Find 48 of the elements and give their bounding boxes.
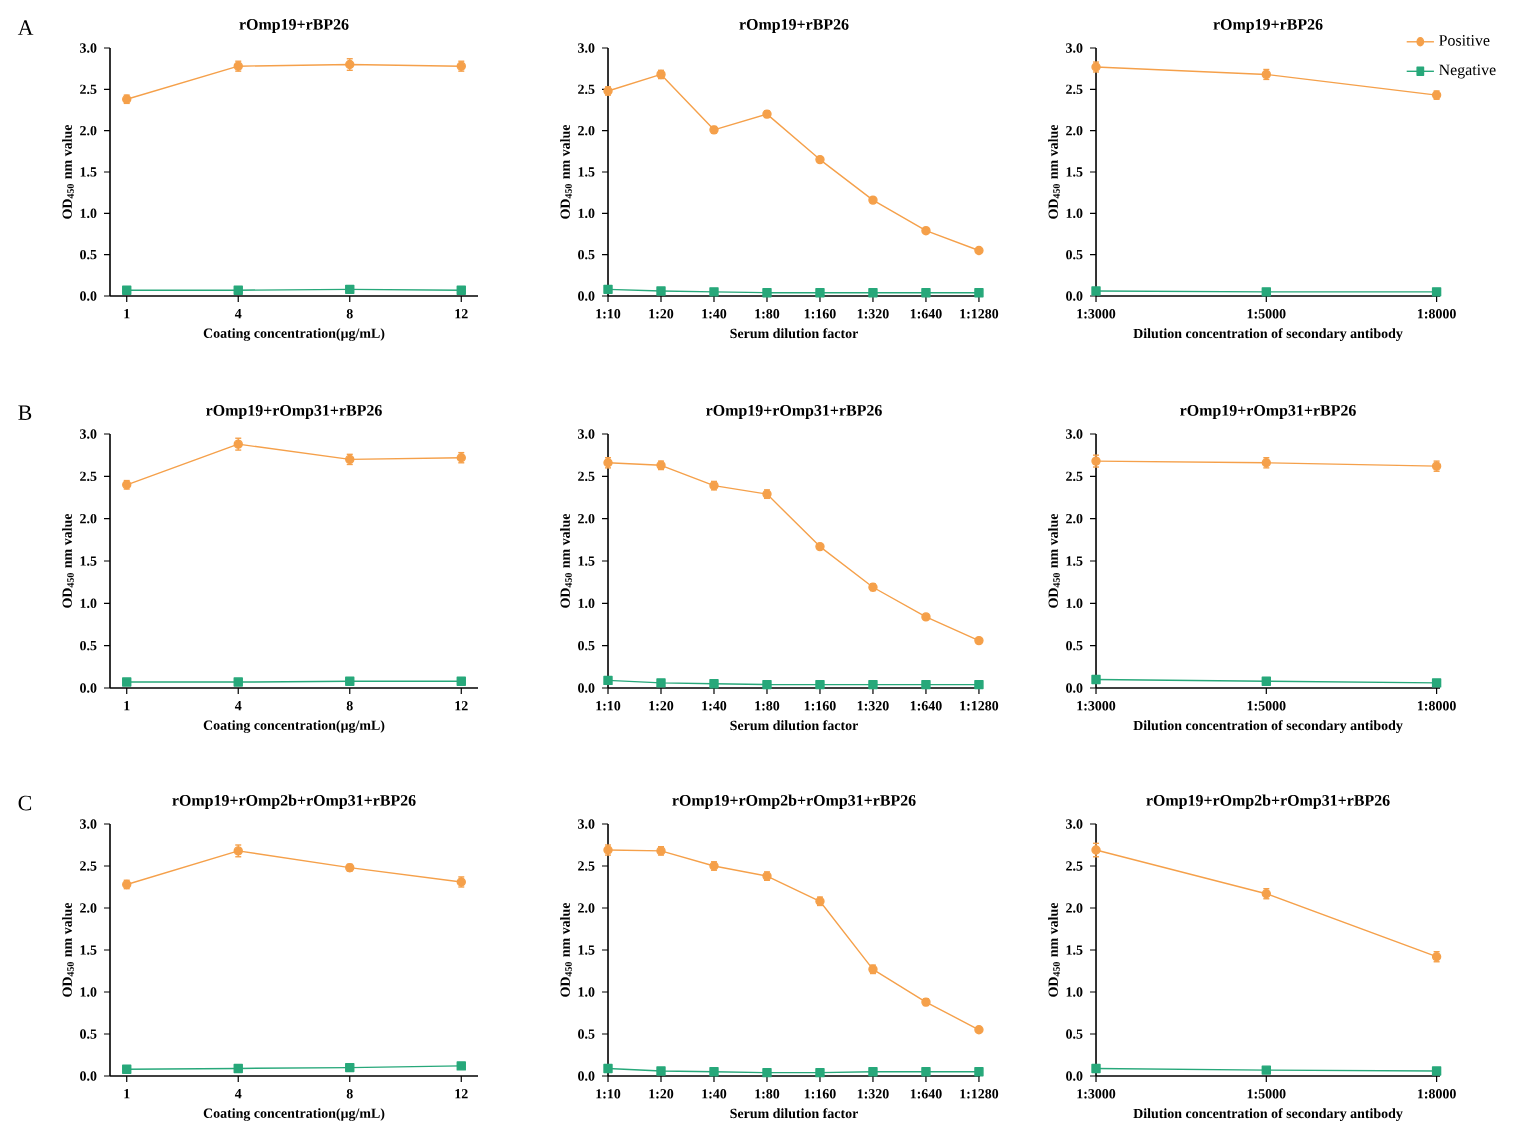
point <box>921 679 931 690</box>
point <box>456 285 466 295</box>
point <box>345 1062 355 1073</box>
point <box>233 677 243 687</box>
point <box>974 1067 984 1077</box>
point <box>1091 674 1101 685</box>
point <box>868 679 878 690</box>
point <box>603 284 613 295</box>
point <box>656 286 666 296</box>
point <box>122 677 132 687</box>
point <box>868 287 878 298</box>
point <box>1261 676 1272 686</box>
point <box>456 676 466 686</box>
point <box>868 1067 878 1077</box>
point <box>122 285 132 295</box>
point <box>1261 1065 1272 1075</box>
point <box>815 1067 825 1078</box>
point <box>1431 1066 1442 1076</box>
point <box>233 285 243 295</box>
point <box>233 1063 243 1074</box>
point <box>762 287 772 298</box>
point <box>1261 287 1272 297</box>
point <box>762 679 772 690</box>
point <box>603 675 613 686</box>
text: B <box>18 405 32 420</box>
point <box>122 1064 132 1074</box>
point <box>974 287 984 298</box>
text: C <box>18 795 32 811</box>
point <box>974 679 984 690</box>
point <box>762 1067 772 1078</box>
point <box>921 287 931 298</box>
point <box>345 676 355 686</box>
point <box>456 1061 466 1071</box>
point <box>603 1063 613 1074</box>
text: A <box>17 20 34 35</box>
point <box>709 1067 719 1077</box>
point <box>1431 287 1442 297</box>
point <box>815 679 825 690</box>
point <box>815 287 825 298</box>
point <box>709 287 719 297</box>
point <box>656 1066 666 1076</box>
point <box>1431 678 1442 688</box>
point <box>1091 1063 1101 1074</box>
point <box>345 284 355 295</box>
point <box>709 679 719 689</box>
point <box>921 1067 931 1077</box>
point <box>656 678 666 688</box>
point <box>1091 286 1101 296</box>
